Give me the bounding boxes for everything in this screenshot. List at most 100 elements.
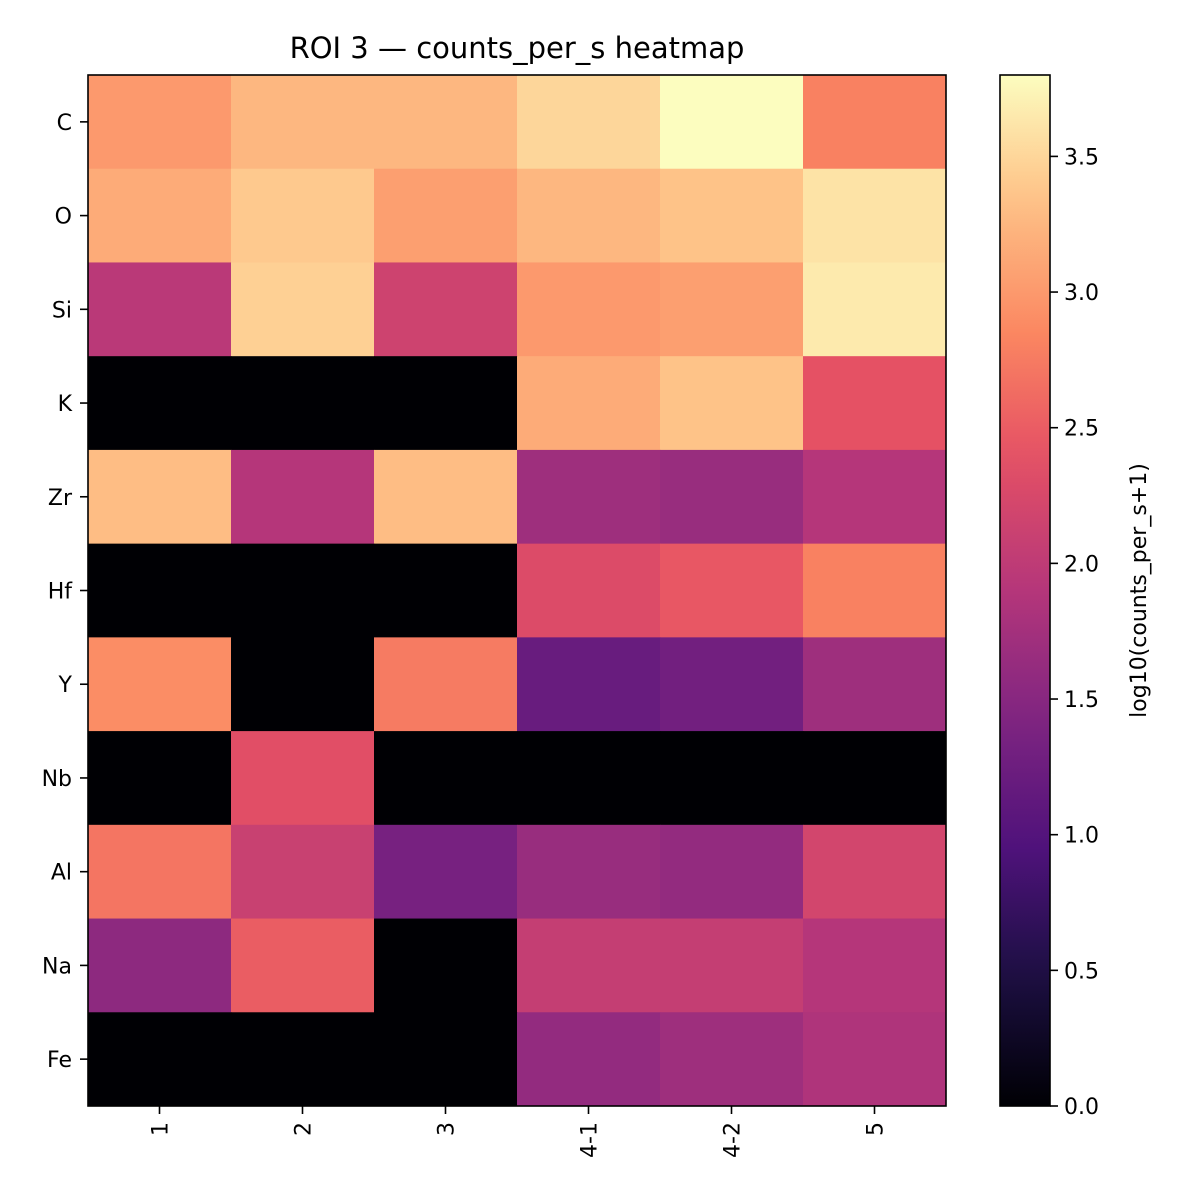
colorbar-tick-label: 2.5 [1064, 417, 1099, 442]
heatmap-cell-Al-1 [88, 824, 232, 920]
heatmap-cell-O-2 [231, 168, 375, 263]
heatmap-cell-Na-3 [374, 918, 518, 1013]
y-tick-label: Y [58, 673, 73, 698]
heatmap-cells [88, 75, 947, 1107]
heatmap-cell-Si-5 [803, 262, 947, 357]
heatmap-cell-K-5 [803, 356, 947, 451]
heatmap-cell-Y-4-1 [517, 637, 661, 732]
colorbar-frame [999, 74, 1051, 1107]
heatmap-cell-Hf-1 [88, 543, 232, 638]
heatmap-cell-Zr-5 [803, 449, 947, 545]
y-tick-label: Nb [42, 767, 72, 792]
heatmap-cell-Y-2 [231, 637, 375, 732]
y-tick-label: Hf [48, 580, 74, 605]
heatmap-cell-Zr-4-2 [660, 449, 804, 545]
heatmap-cell-Na-2 [231, 918, 375, 1013]
heatmap-cell-C-5 [803, 75, 947, 170]
heatmap-cell-Y-4-2 [660, 637, 804, 732]
colorbar-gradient [1000, 75, 1050, 1106]
heatmap-cell-K-4-2 [660, 356, 804, 451]
heatmap-cell-Nb-4-2 [660, 731, 804, 826]
heatmap-cell-Fe-1 [88, 1012, 232, 1107]
y-tick-label: Zr [48, 486, 73, 511]
y-tick-label: Si [52, 298, 72, 323]
heatmap-cell-Fe-4-2 [660, 1012, 804, 1107]
heatmap-cell-O-4-2 [660, 168, 804, 263]
x-tick-label: 4-1 [578, 1122, 603, 1158]
x-tick-label: 4-2 [721, 1122, 746, 1158]
heatmap-cell-Al-3 [374, 824, 518, 920]
heatmap-cell-C-1 [88, 75, 232, 170]
heatmap-cell-Fe-5 [803, 1012, 947, 1107]
heatmap-cell-O-4-1 [517, 168, 661, 263]
colorbar-tick-label: 2.0 [1064, 552, 1099, 577]
y-tick-label: K [58, 392, 73, 417]
chart-title: ROI 3 — counts_per_s heatmap [290, 31, 745, 65]
heatmap-cell-O-5 [803, 168, 947, 263]
heatmap-cell-Zr-3 [374, 449, 518, 545]
heatmap-cell-Hf-2 [231, 543, 375, 638]
heatmap-cell-C-4-1 [517, 75, 661, 170]
heatmap-cell-O-3 [374, 168, 518, 263]
heatmap-cell-Si-2 [231, 262, 375, 357]
heatmap-cell-Al-5 [803, 824, 947, 920]
heatmap-cell-Y-1 [88, 637, 232, 732]
heatmap-cell-Nb-5 [803, 731, 947, 826]
heatmap-cell-Hf-3 [374, 543, 518, 638]
heatmap-cell-Nb-4-1 [517, 731, 661, 826]
heatmap-cell-C-4-2 [660, 75, 804, 170]
heatmap-cell-Nb-2 [231, 731, 375, 826]
heatmap-cell-Hf-4-1 [517, 543, 661, 638]
heatmap-cell-Si-1 [88, 262, 232, 357]
colorbar-tick-label: 1.5 [1064, 688, 1099, 713]
x-tick-label: 1 [149, 1122, 174, 1136]
heatmap-cell-Hf-5 [803, 543, 947, 638]
heatmap-cell-Si-4-1 [517, 262, 661, 357]
heatmap-cell-Fe-4-1 [517, 1012, 661, 1107]
heatmap-cell-K-3 [374, 356, 518, 451]
colorbar-label: log10(counts_per_s+1) [1127, 463, 1152, 718]
heatmap-cell-Na-1 [88, 918, 232, 1013]
heatmap-cell-Y-5 [803, 637, 947, 732]
heatmap-cell-Fe-2 [231, 1012, 375, 1107]
heatmap-cell-Zr-2 [231, 449, 375, 545]
heatmap-cell-Zr-1 [88, 449, 232, 545]
x-tick-label: 5 [864, 1122, 889, 1136]
colorbar: 0.0 0.5 1.0 1.5 2.0 2.5 3.0 3.5 log10(counts_pe… [999, 74, 1152, 1120]
y-tick-label: Na [42, 954, 72, 979]
heatmap-cell-O-1 [88, 168, 232, 263]
heatmap-cell-Na-4-2 [660, 918, 804, 1013]
x-tick-label: 3 [435, 1122, 460, 1136]
colorbar-tick-label: 3.0 [1064, 281, 1099, 306]
heatmap-cell-Na-5 [803, 918, 947, 1013]
heatmap-cell-Hf-4-2 [660, 543, 804, 638]
heatmap-cell-Zr-4-1 [517, 449, 661, 545]
x-axis: 1 2 3 4-1 4-2 5 [149, 1106, 889, 1158]
colorbar-ticks: 0.0 0.5 1.0 1.5 2.0 2.5 3.0 3.5 [1050, 145, 1099, 1120]
x-tick-label: 2 [292, 1122, 317, 1136]
heatmap-cell-Nb-3 [374, 731, 518, 826]
heatmap-cell-Al-4-1 [517, 824, 661, 920]
heatmap-cell-Al-4-2 [660, 824, 804, 920]
colorbar-tick-label: 3.5 [1064, 145, 1099, 170]
heatmap-cell-Y-3 [374, 637, 518, 732]
colorbar-tick-label: 0.0 [1064, 1095, 1099, 1120]
heatmap-cell-Nb-1 [88, 731, 232, 826]
heatmap-cell-C-2 [231, 75, 375, 170]
heatmap-cell-Si-3 [374, 262, 518, 357]
heatmap-cell-Si-4-2 [660, 262, 804, 357]
heatmap-cell-Na-4-1 [517, 918, 661, 1013]
heatmap-cell-Fe-3 [374, 1012, 518, 1107]
y-tick-label: Fe [47, 1048, 72, 1073]
y-tick-label: Al [51, 861, 72, 886]
y-axis: C O Si K Zr Hf Y Nb Al Na Fe [42, 111, 88, 1073]
heatmap-cell-K-2 [231, 356, 375, 451]
y-tick-label: O [55, 205, 72, 230]
heatmap-cell-K-1 [88, 356, 232, 451]
heatmap-cell-Al-2 [231, 824, 375, 920]
y-tick-label: C [57, 111, 72, 136]
colorbar-tick-label: 1.0 [1064, 824, 1099, 849]
heatmap-cell-K-4-1 [517, 356, 661, 451]
heatmap-cell-C-3 [374, 75, 518, 170]
